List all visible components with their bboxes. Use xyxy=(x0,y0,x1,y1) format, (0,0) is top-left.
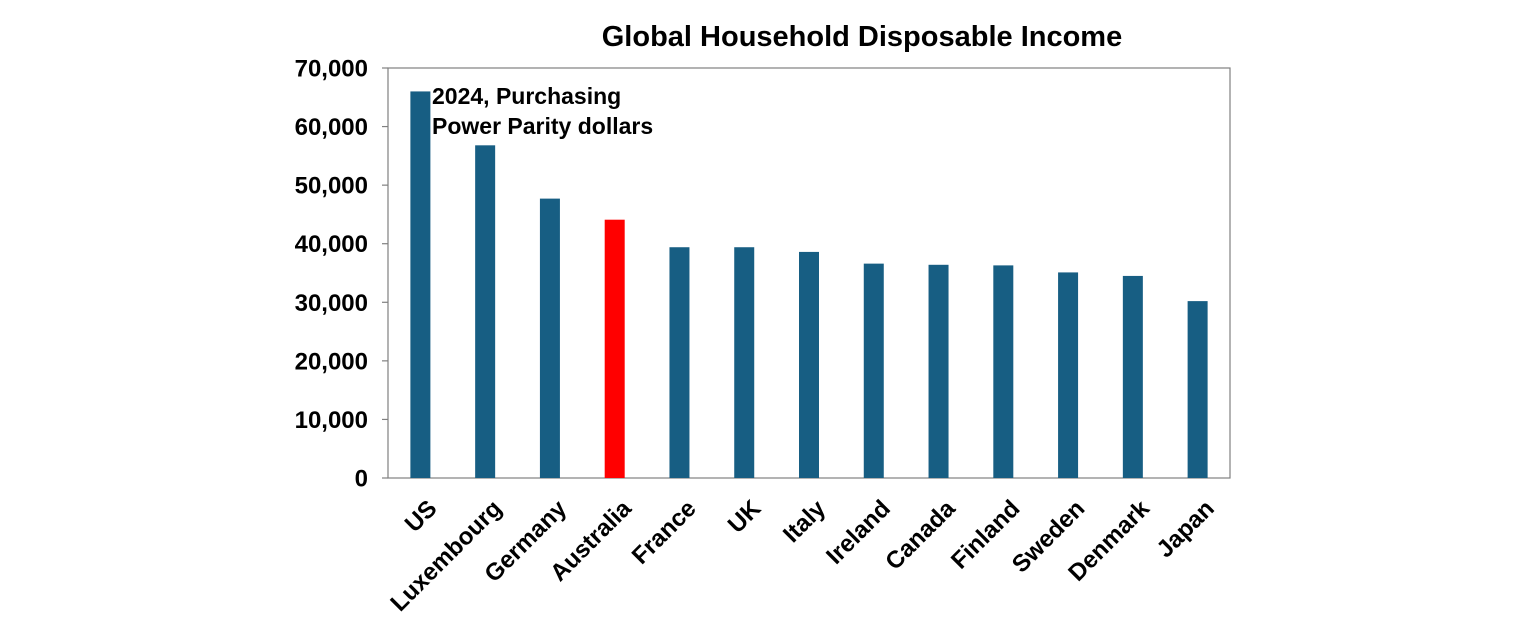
bar-us xyxy=(410,91,431,478)
y-tick-label: 60,000 xyxy=(295,114,368,141)
x-tick-label: Canada xyxy=(880,495,961,576)
y-tick-label: 40,000 xyxy=(295,231,368,258)
x-tick-label: Italy xyxy=(778,495,832,549)
bars xyxy=(410,91,1208,479)
x-tick-label: UK xyxy=(723,495,767,539)
x-tick-label: France xyxy=(627,495,702,570)
y-tick-label: 0 xyxy=(355,466,368,493)
bar-denmark xyxy=(1122,275,1143,478)
bar-finland xyxy=(993,265,1014,478)
bar-canada xyxy=(928,264,949,478)
y-axis-tick-labels: 0 10,000 20,000 30,000 40,000 50,000 60,000 70,… xyxy=(295,56,368,493)
y-tick-label: 10,000 xyxy=(295,407,368,434)
x-tick-label: Luxembourg xyxy=(385,495,507,617)
x-tick-label: Japan xyxy=(1152,495,1220,563)
bar-sweden xyxy=(1058,272,1079,478)
annotation-line-2: Power Parity dollars xyxy=(432,113,653,139)
chart-title: Global Household Disposable Income xyxy=(602,21,1122,53)
y-axis-tick-marks xyxy=(382,67,388,479)
y-tick-label: 50,000 xyxy=(295,173,368,200)
bar-australia xyxy=(604,219,625,478)
y-tick-label: 70,000 xyxy=(295,56,368,83)
y-tick-label: 30,000 xyxy=(295,290,368,317)
plot-area: 0 10,000 20,000 30,000 40,000 50,000 60,000 70,… xyxy=(295,56,1231,617)
bar-italy xyxy=(799,251,819,478)
bar-uk xyxy=(734,247,755,478)
annotation-line-1: 2024, Purchasing xyxy=(432,83,621,109)
bar-germany xyxy=(539,198,560,478)
bar-japan xyxy=(1187,301,1208,478)
x-tick-label: US xyxy=(400,495,443,538)
bar-france xyxy=(669,247,690,478)
bar-luxembourg xyxy=(475,145,496,479)
y-tick-label: 20,000 xyxy=(295,348,368,375)
bar-ireland xyxy=(863,263,884,478)
